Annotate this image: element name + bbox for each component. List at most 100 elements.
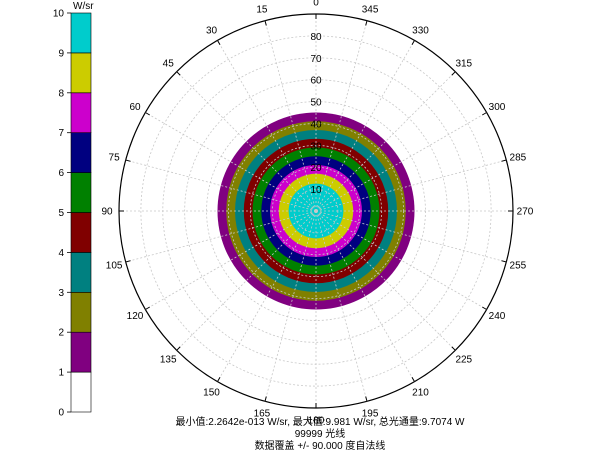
radial-tick-label: 20 <box>310 163 322 174</box>
colorbar-tick-label: 8 <box>58 88 64 99</box>
colorbar-tick-label: 3 <box>58 288 64 299</box>
grid-circle <box>140 35 492 387</box>
angle-label: 210 <box>412 387 429 398</box>
angle-tick <box>125 260 131 263</box>
angle-label: 45 <box>163 59 175 70</box>
angle-tick <box>145 306 150 310</box>
angle-label: 75 <box>109 152 121 163</box>
angle-tick <box>365 20 368 26</box>
colorbar-tick-label: 2 <box>58 328 64 339</box>
angle-label: 255 <box>510 261 527 272</box>
grid-spoke <box>176 210 317 351</box>
colorbar-swatch <box>70 132 92 173</box>
angle-labels: 0 345 330 315 300 285 270 255 240 225 210 195 180 165… <box>101 0 533 427</box>
grid-spoke <box>176 71 317 212</box>
grid-spoke <box>315 112 487 212</box>
radial-tick-label: 80 <box>310 32 322 43</box>
angle-tick <box>125 159 131 162</box>
colorbar-swatch <box>70 92 92 134</box>
angle-tick <box>411 40 415 45</box>
colorbar-swatch <box>70 331 92 373</box>
grid-spoke <box>264 20 317 212</box>
angle-label: 30 <box>206 26 218 37</box>
angle-tick <box>482 306 487 310</box>
angle-label: 240 <box>489 311 506 322</box>
radial-tick-label: 70 <box>310 54 322 65</box>
grid-spoke <box>315 210 507 263</box>
grid-spoke <box>315 210 368 402</box>
angle-label: 330 <box>412 26 429 37</box>
grid-spoke <box>315 210 415 382</box>
colorbar-unit-label: W/sr <box>73 1 94 12</box>
grid-spoke <box>315 210 456 351</box>
stats-line: 最小值:2.2642e-013 W/sr, 最大值:9.981 W/sr, 总光… <box>175 417 465 428</box>
angle-label: 315 <box>455 59 472 70</box>
grid-spoke <box>145 210 317 310</box>
angle-label: 150 <box>203 387 220 398</box>
grid-spoke <box>315 40 415 212</box>
angle-label: 60 <box>129 102 141 113</box>
colorbar-tick-label: 6 <box>58 168 64 179</box>
angle-tick <box>482 112 487 116</box>
angle-tick <box>365 396 368 402</box>
grid-spoke <box>315 210 487 310</box>
colorbar-swatch <box>70 12 92 54</box>
grid-circle <box>228 123 404 299</box>
colorbar-swatch <box>70 252 92 293</box>
angle-tick <box>501 260 507 263</box>
colorbar-tick-label: 0 <box>58 408 64 419</box>
colorbar-tick-label: 9 <box>58 48 64 59</box>
grid-spoke <box>264 210 317 402</box>
angle-tick <box>176 346 181 351</box>
angle-tick <box>264 20 267 26</box>
angle-tick <box>264 396 267 402</box>
grid-circle <box>271 166 361 256</box>
radial-tick-label: 40 <box>310 119 322 130</box>
colorbar-swatch <box>70 371 92 413</box>
colorbar-swatch <box>70 172 92 213</box>
colorbar-tick-label: 5 <box>58 208 64 219</box>
angle-tick <box>451 71 456 76</box>
angle-label: 105 <box>106 261 123 272</box>
angle-label: 195 <box>362 408 379 419</box>
angle-tick <box>145 112 150 116</box>
grid-spoke <box>315 71 456 212</box>
angle-label: 180 <box>308 416 325 427</box>
grid-spoke <box>125 210 317 263</box>
angle-tick <box>411 377 415 382</box>
colorbar-legend: W/sr 0 1 2 3 4 5 6 7 8 9 10 <box>53 1 94 419</box>
radial-tick-label: 50 <box>310 98 322 109</box>
angle-label: 90 <box>101 207 113 218</box>
colorbar-swatch <box>70 212 92 253</box>
grid-spoke <box>217 40 317 212</box>
angle-tick <box>176 71 181 76</box>
grid-circle <box>184 79 448 343</box>
angle-label: 225 <box>455 354 472 365</box>
angle-tick <box>501 159 507 162</box>
colorbar-tick-label: 10 <box>53 9 65 20</box>
radial-tick-label: 60 <box>310 76 322 87</box>
ray-count-line: 99999 光线 <box>294 429 346 440</box>
angle-tick <box>217 377 221 382</box>
colorbar-tick-label: 4 <box>58 248 64 259</box>
grid-spoke <box>315 159 507 212</box>
angle-label: 270 <box>517 207 534 218</box>
grid-spoke <box>217 210 317 382</box>
radial-tick-label: 30 <box>310 141 322 152</box>
polar-grid: 10 20 30 40 50 60 70 80 <box>118 13 514 409</box>
coverage-line: 数据覆盖 +/- 90.000 度自法线 <box>254 441 386 452</box>
angle-label: 300 <box>489 102 506 113</box>
colorbar-tick-label: 1 <box>58 368 64 379</box>
angle-label: 135 <box>160 354 177 365</box>
angle-label: 165 <box>254 408 271 419</box>
angle-label: 285 <box>510 152 527 163</box>
colorbar-swatch <box>70 291 92 333</box>
grid-spoke <box>145 112 317 212</box>
angle-label: 120 <box>127 311 144 322</box>
angle-tick <box>451 346 456 351</box>
colorbar-tick-label: 7 <box>58 128 64 139</box>
angle-label: 0 <box>313 0 319 9</box>
angle-label: 15 <box>256 5 268 16</box>
angle-tick <box>217 40 221 45</box>
